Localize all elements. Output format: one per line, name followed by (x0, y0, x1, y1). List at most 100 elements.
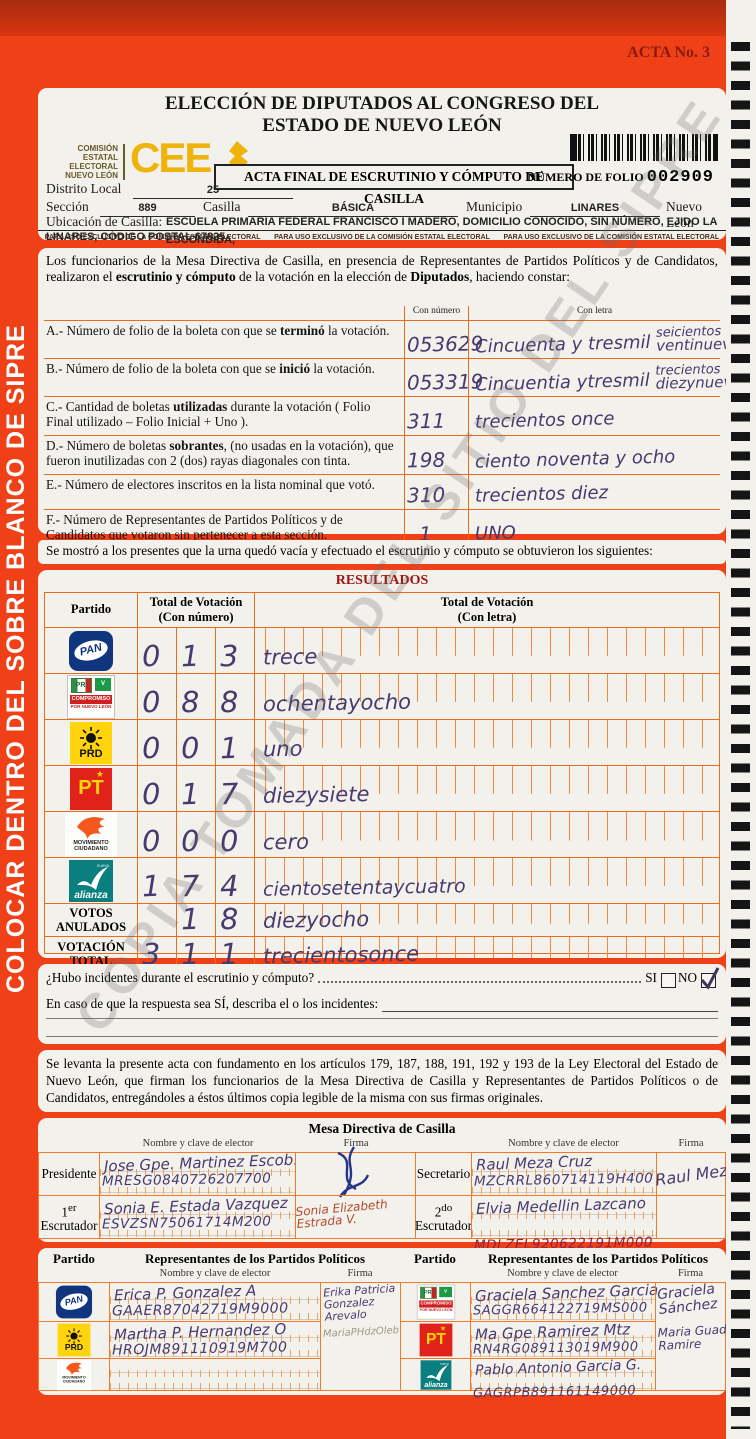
rep-mc-name-cell (109, 1358, 321, 1391)
incidentes-card: ¿Hubo incidentes durante el escrutinio y… (38, 964, 726, 1044)
municipio-field: LINARES (530, 198, 660, 217)
mesa-col-nombre-left: Nombre y clave de elector (142, 1138, 254, 1149)
incident-desc-row: En caso de que la respuesta sea SÍ, desc… (46, 996, 718, 1012)
mesa-card: Mesa Directiva de Casilla Nombre y clave… (38, 1118, 738, 1254)
estado-label: Nuevo León (666, 199, 702, 230)
resultados-title: RESULTADOS (335, 573, 429, 588)
pt-logo-icon: ★ PT (419, 1323, 452, 1357)
rep-prd-logo-cell: PRD (38, 1321, 110, 1359)
rep-col-reps-left: Representantes de los Partidos Políticos (144, 1251, 366, 1266)
secretario-key: MZCRRL860714119H400 (473, 1170, 654, 1190)
rep-sub-firma-right: Firma (677, 1268, 704, 1279)
secretario-name-cell: Raul Meza Cruz MZCRRL860714119H400 (471, 1152, 657, 1196)
rep-pan-name-cell: Erica P. Gonzalez A GAAER87042719M9000 (109, 1282, 321, 1322)
rep-alianza-name-cell: Pablo Antonio Garcia G. GAGRPB8911611490… (470, 1357, 656, 1401)
seccion-label: Sección (46, 199, 89, 214)
rep-alianza-logo-cell: nueva alianza (400, 1358, 471, 1391)
ubicacion-value-line2: LINARES, CÓDIGO POSTAL 67825 (46, 231, 226, 243)
seccion-field: 889 (100, 198, 195, 217)
legal-text: Se levanta la presente acta con fundamen… (46, 1056, 718, 1105)
pt-votes-words: diezysiete (262, 782, 370, 808)
distrito-field: 25 (133, 180, 293, 199)
mesa-col-firma-left: Firma (343, 1138, 369, 1149)
distrito-label: Distrito Local (46, 181, 122, 196)
col-con-letra: Con letra (468, 306, 720, 320)
af-row-c: C.- Cantidad de boletas utilizadas duran… (44, 396, 720, 435)
pan-logo-icon: PAN (55, 1285, 93, 1319)
af-e-words: trecientos diez (474, 482, 609, 507)
no-label: NO (677, 970, 697, 985)
acta-subtitle-box: ACTA FINAL DE ESCRUTINIO Y CÓMPUTO DE CA… (214, 164, 574, 206)
cee-logo: CEE (130, 134, 212, 181)
rep-pan-key: GAAER87042719M9000 (111, 1300, 289, 1320)
prd-logo-icon: PRD (70, 721, 112, 764)
dotted-leader (318, 971, 642, 983)
timing-marks (731, 42, 750, 1429)
presidente-key: MRESG0840726207700 (101, 1170, 272, 1190)
rep-pt-logo-cell: ★ PT (400, 1321, 471, 1359)
escrutador1-name-cell: Sonia E. Estada Vazquez ESVZSN75061714M2… (99, 1194, 296, 1239)
incident-desc-blank (382, 996, 718, 1012)
escrutador1-firma-cell: Sonia Elizabeth Estrada V. (295, 1195, 416, 1239)
exclusive-use-2: PARA USO EXCLUSIVO DE LA COMISIÓN ESTATA… (274, 234, 490, 241)
ubicacion-field-line2: LINARES, CÓDIGO POSTAL 67825 (46, 217, 666, 243)
rep-left-firma-cell: Erika Patricia Gonzalez Arevalo MariaPHd… (320, 1282, 401, 1391)
timing-mark-strip (726, 0, 756, 1439)
rep-col-partido-right: Partido (414, 1251, 456, 1266)
rep-pri-name-cell: Graciela Sanchez Garcia SAGGR664122719MS… (470, 1281, 658, 1322)
prd-votes-words: uno (262, 736, 303, 762)
col-partido: Partido (70, 602, 112, 616)
incident-question: ¿Hubo incidentes durante el escrutinio y… (46, 970, 315, 985)
pri-votes-words: ochentayocho (262, 689, 412, 717)
af-a-words: Cincuenta y tresmil seicientos ventinueve (474, 324, 741, 358)
pt-logo-icon: ★ PT (70, 767, 112, 810)
escrutador1-key: ESVZSN75061714M200 (101, 1213, 272, 1233)
casilla-value: BÁSICA (331, 202, 375, 214)
mc-eagle-icon (77, 817, 105, 839)
distrito-value: 25 (206, 184, 220, 196)
secretario-role: Secretario (415, 1152, 472, 1196)
col-total-numero: Total de Votación (Con número) (137, 593, 254, 627)
result-row-prd: PRD 0 0 1 uno (45, 719, 719, 765)
prd-sun-icon (80, 726, 102, 749)
af-table-header: Con número Con letra (44, 306, 720, 320)
casilla-field: BÁSICA (248, 198, 458, 217)
escrutador1-role: 1er Escrutador (38, 1195, 100, 1239)
si-checkbox (660, 973, 676, 988)
af-c-words: trecientos once (474, 408, 615, 433)
nueva-alianza-logo-icon: nueva alianza (69, 859, 113, 902)
resultados-table: Partido Total de Votación (Con número) To… (44, 592, 720, 971)
legal-card: Se levanta la presente acta con fundamen… (38, 1050, 726, 1112)
presidente-name-cell: Jose Gpe. Martinez Escob. MRESG084072620… (99, 1151, 298, 1196)
rep-pt-signature: Maria Guada Ramire (657, 1322, 735, 1353)
rep-pri-logo-cell: PRI V COMPROMISO POR NUEVO LEÓN (400, 1282, 471, 1322)
mesa-col-nombre-right: Nombre y clave de elector (508, 1138, 619, 1149)
col-total-letra: Total de Votación (Con letra) (254, 593, 719, 627)
resultados-header: Partido Total de Votación (Con número) To… (45, 593, 719, 627)
prd-logo-icon: PRD (57, 1323, 91, 1357)
presidente-firma-cell (295, 1146, 416, 1198)
sidebar-envelope-instruction: COLOCAR DENTRO DEL SOBRE BLANCO DE SIPRE (2, 324, 30, 993)
af-row-b: B.- Número de folio de la boleta con que… (44, 358, 742, 396)
scrutiny-intro: Los funcionarios de la Mesa Directiva de… (46, 253, 718, 284)
pan-votes-words: trece (262, 644, 318, 670)
secretario-name: Raul Meza Cruz (475, 1151, 593, 1175)
rep-pan-logo-cell: PAN (38, 1282, 110, 1322)
alianza-swoosh-icon (77, 866, 108, 890)
movimiento-ciudadano-logo-icon: MOVIMIENTO CIUDADANO (56, 1359, 92, 1390)
rep-sub-firma-left: Firma (347, 1268, 373, 1279)
escrutador1-signature: Sonia Elizabeth Estrada V. (295, 1197, 389, 1231)
escrutador2-firma-cell (656, 1195, 726, 1239)
incident-blank-line-1 (46, 1018, 718, 1019)
rep-col-partido-left: Partido (53, 1251, 95, 1266)
election-title-line2: ESTADO DE NUEVO LEÓN (262, 115, 502, 136)
si-label: SI (645, 970, 657, 985)
resultados-card: RESULTADOS Partido Total de Votación (Con… (38, 570, 726, 971)
scrutiny-card: Los funcionarios de la Mesa Directiva de… (38, 248, 742, 548)
result-row-anulados: VOTOS ANULADOS 1 8 diezyocho (45, 902, 719, 936)
rep-pt-key: RN4RG089113019M900 (472, 1339, 639, 1358)
scan-top-band (0, 0, 756, 36)
escrutador2-name-cell: Elvia Medellin Lazcano MDLZEL920622191M0… (471, 1194, 657, 1254)
pri-pvem-logo-icon: PRI V COMPROMISO POR NUEVO LEÓN (67, 674, 115, 719)
